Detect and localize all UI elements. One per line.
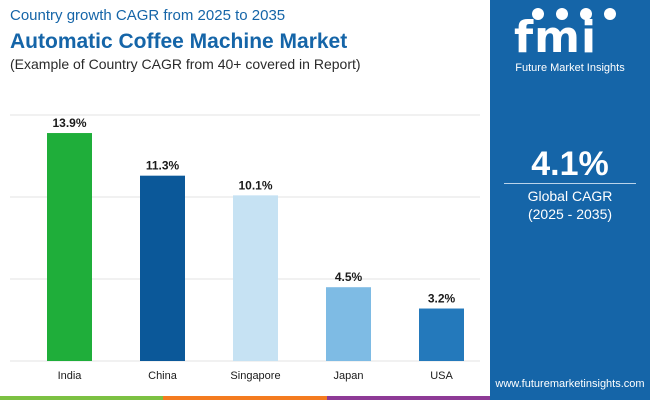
data-label-china: 11.3% [146, 159, 180, 173]
fmi-logo: fmi Future Market Insights [510, 6, 630, 74]
logo-company-name: Future Market Insights [515, 62, 625, 74]
chart-subtitle-top: Country growth CAGR from 2025 to 2035 [10, 7, 286, 24]
bar-china [140, 175, 185, 361]
global-cagr-period: (2025 - 2035) [527, 206, 613, 222]
x-tick-label-usa: USA [430, 370, 453, 382]
chart-title: Automatic Coffee Machine Market [10, 30, 348, 53]
footer-color-bar [0, 396, 490, 400]
x-tick-label-japan: Japan [334, 370, 364, 382]
global-cagr-value: 4.1% [531, 145, 609, 183]
global-cagr-label: Global CAGR [527, 188, 613, 204]
bar-chart-svg: 13.9% India 11.3% China 10.1% Singapore 4.5% Ja… [10, 114, 480, 382]
logo-dot-icon [556, 8, 568, 20]
logo-dot-icon [604, 8, 616, 20]
x-tick-label-india: India [58, 370, 83, 382]
logo-dot-icon [532, 8, 544, 20]
data-label-japan: 4.5% [335, 270, 363, 284]
footer-segment-purple [326, 396, 490, 400]
footer-segment-green [0, 396, 164, 400]
bar-india [47, 133, 92, 361]
website-link[interactable]: www.futuremarketinsights.com [495, 378, 645, 390]
cagr-divider [504, 183, 636, 184]
data-label-india: 13.9% [52, 116, 86, 130]
bar-usa [419, 308, 464, 361]
footer-segment-orange [163, 396, 327, 400]
logo-icons [532, 8, 616, 22]
x-tick-label-china: China [148, 370, 178, 382]
data-label-usa: 3.2% [428, 292, 456, 306]
bar-chart: 13.9% India 11.3% China 10.1% Singapore 4.5% Ja… [0, 85, 490, 390]
logo-letters: fmi [514, 12, 598, 63]
chart-subtitle-bottom: (Example of Country CAGR from 40+ covere… [10, 56, 361, 72]
chart-header: Country growth CAGR from 2025 to 2035 Au… [0, 0, 490, 85]
x-tick-label-singapore: Singapore [230, 370, 280, 382]
logo-dot-icon [580, 8, 592, 20]
bar-japan [326, 287, 371, 361]
sidebar-panel: fmi Future Market Insights 4.1% Global C… [490, 0, 650, 400]
bar-singapore [233, 195, 278, 361]
data-label-singapore: 10.1% [238, 178, 272, 192]
